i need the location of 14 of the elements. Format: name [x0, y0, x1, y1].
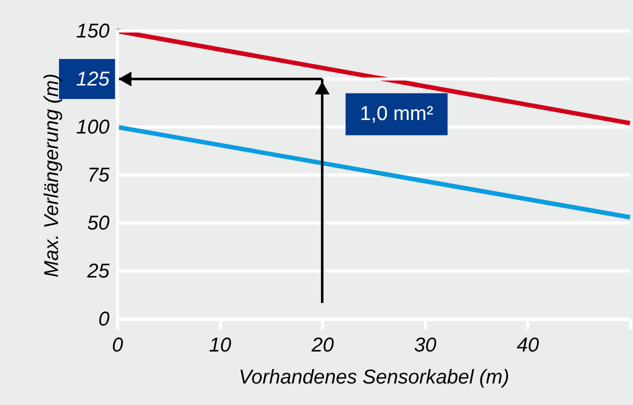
y-tick-label: 100	[76, 116, 110, 138]
x-axis-title: Vorhandenes Sensorkabel (m)	[238, 366, 510, 388]
y-tick-label: 0	[98, 308, 110, 330]
y-tick-label: 75	[87, 164, 110, 186]
y-axis-title: Max. Verlängerung (m)	[41, 74, 64, 278]
x-tick-label: 40	[516, 334, 540, 356]
y-tick-label: 25	[86, 260, 110, 282]
y-tick-label: 150	[76, 20, 110, 42]
x-tick-label: 10	[208, 334, 232, 356]
y-tick-label: 125	[76, 68, 110, 90]
series-label: 1,0 mm²	[360, 103, 434, 126]
x-tick-label: 30	[414, 334, 436, 356]
y-tick-label: 50	[87, 212, 110, 234]
x-tick-label: 20	[310, 334, 334, 356]
